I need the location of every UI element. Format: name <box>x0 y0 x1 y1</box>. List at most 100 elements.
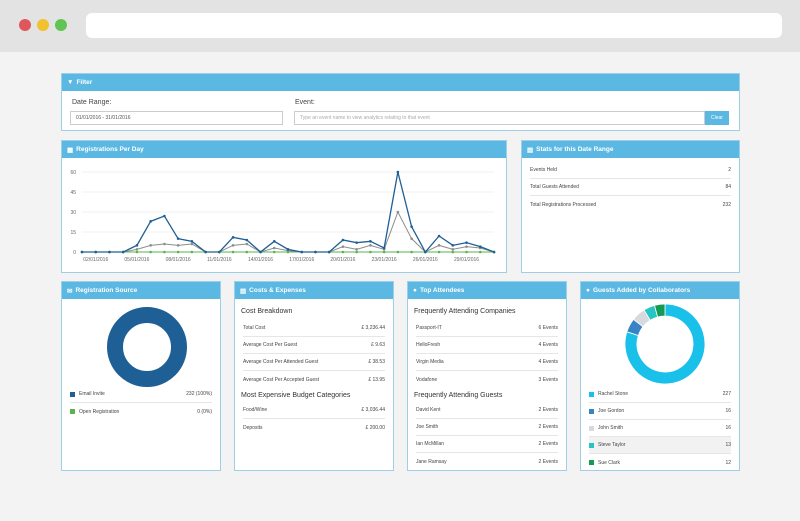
collaborator-row: Sue Clark 12 <box>589 454 731 471</box>
donut-slice <box>107 307 187 387</box>
donut-slice <box>624 303 706 385</box>
bar-chart-icon: ▤ <box>527 146 534 154</box>
source-value: 232 (100%) <box>186 391 212 397</box>
data-point <box>245 238 249 242</box>
clear-button[interactable]: Clear <box>705 111 729 125</box>
stat-value: 84 <box>725 184 731 190</box>
collaborator-name: Joe Gordon <box>598 408 625 414</box>
data-point <box>341 250 345 254</box>
legend-swatch <box>589 391 594 397</box>
source-row: Email Invite 232 (100%) <box>70 386 212 403</box>
x-tick-label: 02/01/2016 <box>83 257 108 263</box>
guest-events: 2 Events <box>538 407 558 413</box>
data-point <box>135 250 139 254</box>
registration-source-header: ✉ Registration Source <box>62 282 220 299</box>
minimize-window-button[interactable] <box>37 19 49 31</box>
budget-categories-heading: Most Expensive Budget Categories <box>241 392 351 399</box>
event-search-input[interactable]: Type an event name to view analytics rel… <box>294 111 705 125</box>
data-point <box>451 244 455 247</box>
top-attendees-title: Top Attendees <box>419 287 465 294</box>
data-point <box>231 250 235 254</box>
data-point <box>80 250 84 254</box>
filter-title: Filter <box>76 79 93 86</box>
data-point <box>245 242 249 246</box>
top-attendees-panel: ● Top Attendees Frequently Attending Com… <box>407 281 567 471</box>
company-events: 4 Events <box>538 342 558 348</box>
data-point <box>355 250 358 254</box>
legend-swatch <box>589 442 594 448</box>
data-point <box>272 246 276 250</box>
y-tick-label: 45 <box>70 190 76 196</box>
data-point <box>465 245 468 248</box>
cost-row: Average Cost Per Accepted Guest £ 13.95 <box>243 371 385 388</box>
data-point <box>121 250 125 254</box>
company-name: Vodafone <box>416 376 438 383</box>
data-point <box>327 250 331 254</box>
company-events: 6 Events <box>538 325 558 331</box>
browser-chrome <box>0 0 800 52</box>
stat-value: 2 <box>728 167 731 173</box>
x-tick-label: 17/01/2016 <box>289 257 314 263</box>
stat-row: Events Held 2 <box>530 162 731 179</box>
data-point <box>149 244 152 247</box>
guest-row: David Kent 2 Events <box>416 402 558 419</box>
data-point <box>478 250 482 254</box>
company-name: Virgin Media <box>416 359 444 365</box>
legend-swatch <box>70 409 75 414</box>
stat-value: 232 <box>722 201 731 208</box>
collaborator-row: Steve Taylor 13 <box>589 437 731 454</box>
cost-value: £ 13.95 <box>368 376 385 383</box>
donut-slice <box>654 303 666 318</box>
data-point <box>135 248 139 251</box>
cost-value: £ 3,236.44 <box>361 325 385 331</box>
data-point <box>190 240 194 243</box>
stat-label: Total Registrations Processed <box>530 201 597 208</box>
stat-label: Total Guests Attended <box>530 184 579 190</box>
top-attendees-header: ● Top Attendees <box>408 282 566 299</box>
data-point <box>149 250 152 254</box>
user-icon: ● <box>413 287 417 294</box>
y-tick-label: 0 <box>73 250 76 256</box>
data-point <box>135 244 139 247</box>
source-label: Open Registration <box>79 408 120 415</box>
close-window-button[interactable] <box>19 19 31 31</box>
data-point <box>437 234 441 238</box>
category-value: £ 200.00 <box>365 424 385 431</box>
company-name: HelloFresh <box>416 342 441 348</box>
address-bar[interactable] <box>86 13 782 38</box>
collaborators-title: Guests Added by Collaborators <box>592 287 691 294</box>
collaborator-count: 16 <box>725 408 731 414</box>
event-label: Event: <box>295 99 315 106</box>
data-point <box>465 250 468 254</box>
company-row: Virgin Media 4 Events <box>416 354 558 371</box>
source-value: 0 (0%) <box>197 408 212 415</box>
data-point <box>272 240 276 243</box>
data-point <box>424 250 427 254</box>
data-point <box>314 250 317 254</box>
registrations-panel-header: ▦ Registrations Per Day <box>62 141 506 158</box>
x-tick-label: 26/01/2016 <box>413 257 438 263</box>
data-point <box>204 250 207 254</box>
data-point <box>163 250 166 254</box>
maximize-window-button[interactable] <box>55 19 67 31</box>
data-point <box>355 248 358 251</box>
cost-label: Average Cost Per Accepted Guest <box>243 376 320 383</box>
category-label: Food/Wine <box>243 407 268 413</box>
data-point <box>218 250 221 254</box>
collaborators-panel: ● Guests Added by Collaborators Rachel S… <box>580 281 740 471</box>
data-point <box>396 210 400 214</box>
data-point <box>259 250 262 254</box>
data-point <box>272 250 276 254</box>
data-point <box>163 242 166 246</box>
data-point <box>286 248 290 251</box>
cost-breakdown-heading: Cost Breakdown <box>241 308 293 315</box>
collaborator-row: Rachel Stone 227 <box>589 386 731 403</box>
cost-value: £ 38.53 <box>368 359 385 365</box>
cost-value: £ 9.63 <box>371 342 385 348</box>
collaborator-name: John Smith <box>598 425 624 431</box>
date-range-input[interactable]: 01/01/2016 - 31/01/2016 <box>70 111 283 125</box>
stats-title: Stats for this Date Range <box>536 146 614 153</box>
collaborator-count: 13 <box>725 442 731 448</box>
data-point <box>163 214 166 218</box>
stats-panel: ▤ Stats for this Date Range Events Held … <box>521 140 740 273</box>
